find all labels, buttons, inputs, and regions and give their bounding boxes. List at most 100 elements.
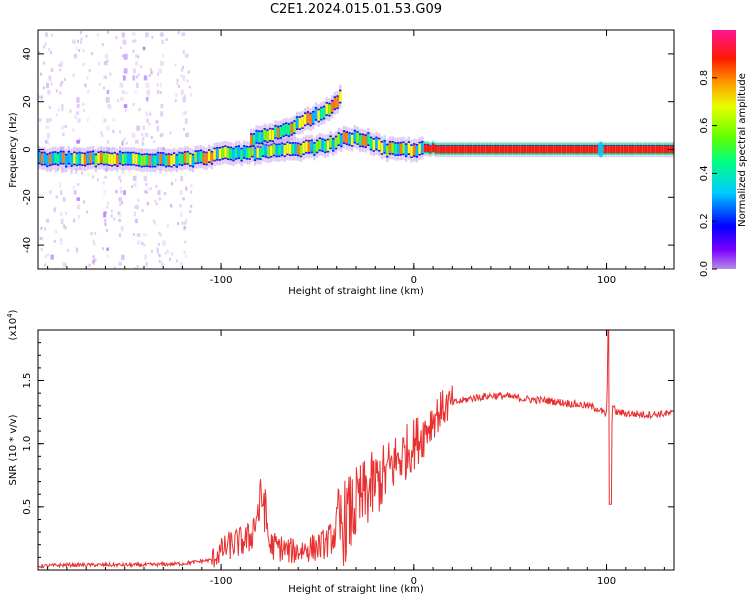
spectrogram-noise-cell (46, 25, 50, 29)
spectrogram-core-cell (402, 143, 405, 154)
spectrogram-noise-cell (43, 61, 46, 65)
spectrogram-noise-cell (175, 259, 178, 263)
spectrogram-core-cell (275, 145, 278, 156)
spectrogram-noise-cell (134, 53, 139, 58)
spectrogram-core-cell (253, 148, 257, 160)
spectrogram-core-cell (404, 144, 408, 156)
spectrogram-edge-cell (464, 143, 467, 145)
spectrogram-core-cell (183, 152, 187, 164)
spectrogram-noise-cell (180, 89, 184, 95)
spectrogram-noise-cell (48, 75, 52, 81)
spectrogram-edge-cell (615, 153, 618, 155)
spectrogram-core-cell (642, 145, 645, 154)
spectrogram-noise-cell (163, 192, 166, 196)
spectrogram-noise-cell (137, 199, 140, 203)
spectrogram-edge-cell (607, 143, 610, 145)
spectrogram-core-cell (574, 145, 578, 154)
spectrogram-noise-cell (188, 85, 191, 89)
spectrogram-noise-cell (102, 181, 105, 185)
spectrogram-noise-cell (59, 68, 62, 72)
spectrogram-noise-cell (132, 102, 135, 106)
spectrogram-core-cell (596, 145, 599, 154)
spectrogram-core-cell (89, 152, 92, 164)
spectrogram-edge-cell (480, 153, 483, 155)
spectrogram-noise-cell (103, 190, 106, 196)
spectrogram-core-cell (386, 145, 389, 156)
spectrogram-core-cell (553, 145, 556, 154)
spectrogram-core-cell (350, 134, 354, 146)
spectrogram-core-cell (205, 153, 208, 164)
spectrogram-noise-cell (113, 266, 116, 269)
spectrogram-noise-cell (128, 169, 131, 173)
spectrogram-core-cell (566, 145, 570, 154)
spectrogram-noise-cell (69, 109, 72, 113)
spectrogram-noise-cell (158, 254, 162, 258)
spectrogram-noise-cell (130, 185, 133, 189)
spectrogram-noise-cell (146, 201, 149, 205)
spectrogram-noise-cell (190, 184, 193, 188)
spectrogram-noise-cell (91, 260, 94, 264)
spectrogram-edge-cell (601, 143, 605, 145)
spectrogram-edge-cell (583, 143, 586, 145)
spectrogram-noise-cell (109, 72, 112, 76)
spectrogram-edge-cell (556, 153, 559, 155)
spectrogram-noise-cell (183, 221, 186, 225)
spectrogram-noise-cell (158, 259, 161, 263)
spectrogram-noise-cell (121, 89, 125, 95)
spectrogram-core-cell (336, 96, 339, 108)
spectrogram-edge-cell (588, 143, 591, 145)
spectrogram-core-cell (251, 145, 254, 156)
spectrogram-noise-cell (154, 199, 157, 203)
spectrogram-core-cell (645, 145, 648, 154)
colorbar-gradient (712, 30, 736, 269)
spectrogram-edge-cell (485, 143, 489, 145)
spectrogram-xtick-label: 0 (411, 275, 417, 286)
spectrogram-core-cell (375, 138, 378, 149)
spectrogram-edge-cell (504, 143, 508, 145)
spectrogram-noise-cell (133, 211, 136, 217)
spectrogram-noise-cell (183, 226, 186, 230)
spectrogram-core-cell (561, 145, 564, 154)
spectrogram-edge-cell (547, 143, 551, 145)
spectrogram-noise-cell (82, 48, 85, 52)
spectrogram-core-cell (302, 142, 305, 154)
spectrogram-noise-cell (123, 68, 128, 74)
spectrogram-core-cell (631, 145, 634, 154)
spectrogram-core-cell (172, 153, 176, 165)
spectrogram-noise-cell (75, 111, 80, 116)
spectrogram-ytick-label: 40 (22, 48, 33, 61)
spectrogram-core-cell (342, 131, 346, 143)
snr-scale-label: (x104) (6, 309, 19, 340)
spectrogram-edge-cell (574, 153, 578, 155)
spectrogram-core-cell (325, 103, 328, 115)
spectrogram-noise-cell (63, 77, 66, 81)
spectrogram-edge-cell (564, 143, 567, 145)
spectrogram-noise-cell (182, 75, 186, 82)
spectrogram-core-cell (655, 145, 659, 154)
spectrogram-noise-cell (185, 187, 188, 191)
spectrogram-noise-cell (55, 230, 58, 234)
spectrogram-noise-cell (146, 191, 149, 195)
spectrogram-noise-cell (105, 125, 110, 131)
spectrogram-core-cell (399, 143, 402, 154)
spectrogram-noise-cell (63, 225, 67, 230)
spectrogram-edge-cell (628, 143, 632, 145)
colorbar-tick-label: 0.0 (699, 261, 710, 277)
spectrogram-noise-cell (119, 267, 122, 269)
spectrogram-core-cell (440, 145, 443, 154)
snr-xtick-label: 100 (597, 576, 616, 587)
spectrogram-core-cell (588, 145, 591, 154)
spectrogram-core-cell (232, 149, 235, 160)
spectrogram-core-cell (100, 152, 103, 163)
spectrogram-core-cell (531, 145, 535, 154)
spectrogram-core-cell (70, 154, 73, 166)
spectrogram-edge-cell (574, 143, 578, 145)
spectrogram-noise-cell (58, 182, 62, 189)
spectrogram-core-cell (178, 153, 181, 164)
spectrogram-core-cell (639, 145, 643, 154)
spectrogram-core-cell (610, 145, 613, 154)
spectrogram-core-cell (306, 112, 310, 124)
spectrogram-edge-cell (453, 153, 456, 155)
spectrogram-noise-cell (70, 171, 73, 175)
